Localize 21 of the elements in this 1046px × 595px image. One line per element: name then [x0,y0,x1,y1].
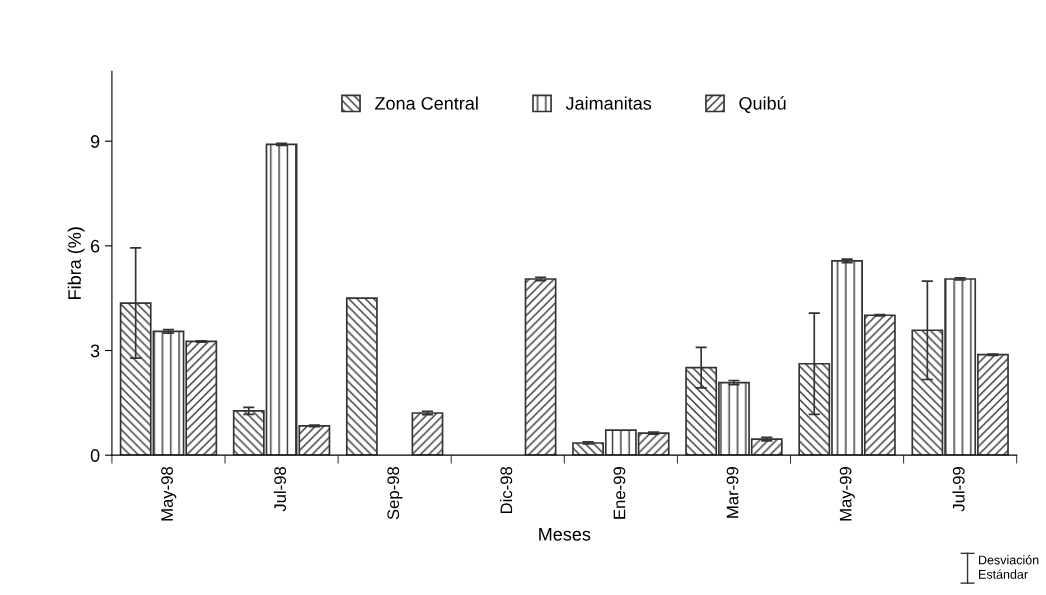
x-axis-title: Meses [539,528,591,541]
legend-label: Quibú [739,96,786,113]
y-tick-label: 9 [90,135,100,148]
y-axis-title: Fibra (%) [67,227,85,299]
x-tick-label: Dic-98 [500,467,513,514]
bar [345,297,378,456]
y-tick-label: 0 [90,449,100,462]
legend-label: Jaimanitas [565,96,652,110]
text: Desviación Estándar [979,555,1039,579]
x-tick-label: Jul-98 [273,467,287,512]
x-tick-label: May-98 [161,467,177,521]
bar [411,412,444,456]
x-tick-label: May-99 [839,467,855,521]
x-tick-label: Sep-98 [387,467,403,520]
y-tick-label: 6 [90,239,100,253]
bar [524,278,557,456]
x-tick-label: Jul-99 [952,467,965,512]
legend-label: Zona Central [375,96,478,110]
x-tick-label: Ene-99 [613,467,626,519]
y-tick-label: 3 [90,344,100,358]
x-tick-label: Mar-99 [726,467,739,518]
